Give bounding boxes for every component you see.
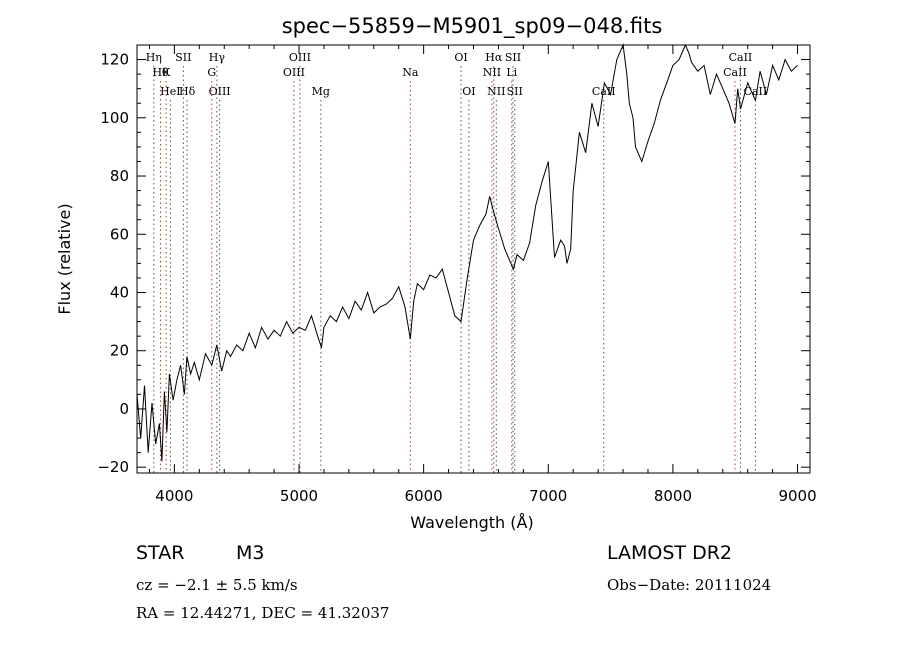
y-tick-label: 120 — [100, 51, 129, 69]
line-marker-label: Hθ — [152, 66, 169, 79]
line-marker-label: CaII — [744, 85, 768, 98]
spectral-line-markers: Hη HθK HeI SII Hδ G Hγ OIII OIII OIII Mg Na OI OI NII H… — [146, 51, 768, 473]
survey-name: LAMOST DR2 — [607, 542, 732, 564]
y-tick-label: 60 — [110, 225, 129, 243]
line-marker-label: Hδ — [179, 85, 196, 98]
line-marker-label: OI — [462, 85, 475, 98]
sky-coordinates: RA = 12.44271, DEC = 41.32037 — [136, 604, 390, 622]
line-marker-label: NII — [487, 85, 505, 98]
y-tick-label: 20 — [110, 342, 129, 360]
chart-title: spec−55859−M5901_sp09−048.fits — [282, 14, 663, 39]
plot-frame — [136, 44, 811, 474]
line-marker-label: SII — [175, 51, 191, 64]
y-tick-label: 100 — [100, 109, 129, 127]
object-class: STAR — [136, 542, 185, 564]
line-marker-label: SII — [505, 51, 521, 64]
y-tick-label: −20 — [97, 458, 129, 476]
y-tick-label: 80 — [110, 167, 129, 185]
x-tick-label: 5000 — [280, 487, 318, 505]
line-marker-label: OI — [454, 51, 467, 64]
y-tick-label: 40 — [110, 283, 129, 301]
line-marker-label: CaII — [729, 51, 753, 64]
x-tick-label: 6000 — [405, 487, 443, 505]
line-marker-label: Hα — [485, 51, 503, 64]
y-axis: −20 0 20 40 60 80 100 120 — [97, 51, 810, 476]
line-marker-label: Hη — [146, 51, 162, 64]
redshift-cz: cz = −2.1 ± 5.5 km/s — [136, 576, 298, 594]
line-marker-label: SII — [507, 85, 523, 98]
line-marker-label: NII — [483, 66, 501, 79]
line-marker-label: Hγ — [209, 51, 226, 64]
line-marker-label: CaII — [592, 85, 616, 98]
x-axis-label: Wavelength (Å) — [410, 513, 533, 532]
y-axis-label: Flux (relative) — [55, 203, 74, 314]
x-tick-label: 9000 — [778, 487, 816, 505]
line-marker-label: OIII — [289, 51, 311, 64]
y-tick-label: 0 — [119, 400, 129, 418]
line-marker-label: HeI — [160, 85, 180, 98]
object-subclass: M3 — [236, 542, 265, 564]
x-tick-label: 4000 — [155, 487, 193, 505]
line-marker-label: Na — [402, 66, 419, 79]
x-tick-label: 8000 — [654, 487, 692, 505]
line-marker-label: K — [162, 66, 171, 79]
line-marker-label: G — [207, 66, 216, 79]
line-marker-label: CaII — [723, 66, 747, 79]
line-marker-label: OIII — [209, 85, 231, 98]
series-layer — [136, 43, 798, 462]
spectrum-line — [136, 43, 798, 462]
line-marker-label: OIII — [283, 66, 305, 79]
x-tick-label: 7000 — [529, 487, 567, 505]
line-marker-label: Li — [506, 66, 517, 79]
observation-date: Obs−Date: 20111024 — [607, 576, 772, 594]
x-axis: 4000 5000 6000 7000 8000 9000 — [148, 45, 817, 505]
line-marker-label: Mg — [312, 85, 330, 98]
